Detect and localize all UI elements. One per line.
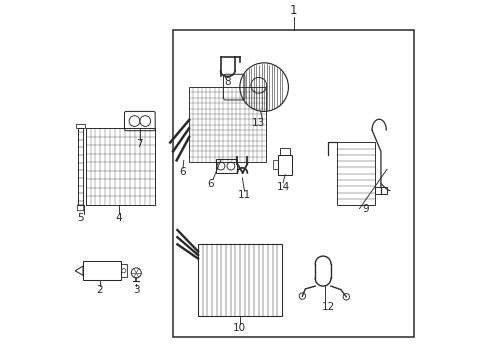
Text: 6: 6 [207, 179, 213, 189]
Bar [198, 244, 282, 316]
Text: 6: 6 [180, 167, 186, 177]
Bar [216, 159, 236, 173]
Text: 11: 11 [237, 190, 251, 201]
Text: 3: 3 [133, 285, 139, 295]
Bar [85, 128, 155, 205]
Text: 8: 8 [224, 77, 230, 87]
Text: 7: 7 [136, 139, 143, 149]
Bar [78, 128, 83, 205]
Text: 9: 9 [362, 203, 368, 213]
Bar [173, 30, 413, 337]
Text: 14: 14 [276, 182, 289, 192]
Bar [374, 187, 386, 194]
Bar [272, 160, 278, 169]
Text: 10: 10 [233, 323, 246, 333]
Bar [76, 124, 84, 128]
Text: 12: 12 [321, 302, 334, 312]
Bar [83, 261, 121, 280]
Bar [189, 87, 265, 162]
Text: 1: 1 [289, 4, 297, 17]
Text: 4: 4 [115, 212, 122, 222]
Bar [121, 264, 127, 277]
Bar [278, 155, 291, 175]
Text: 13: 13 [252, 118, 265, 128]
Bar [280, 148, 290, 155]
Text: 5: 5 [77, 212, 83, 222]
Bar [337, 143, 374, 205]
Text: 2: 2 [96, 285, 103, 295]
